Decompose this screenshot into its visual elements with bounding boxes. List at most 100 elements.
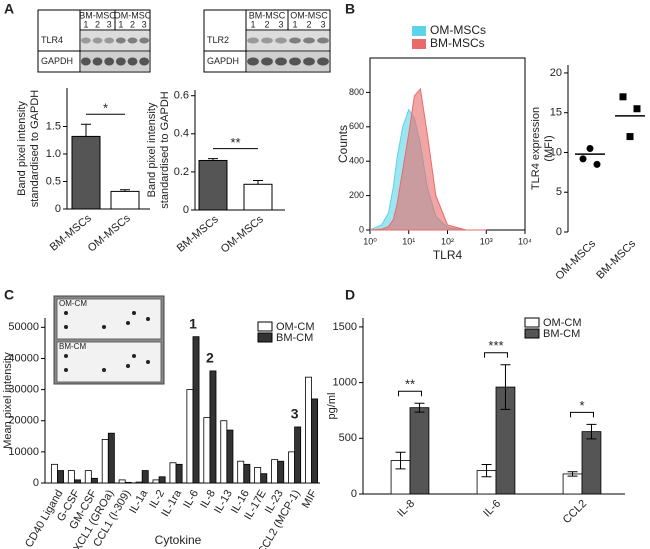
bar [169, 462, 177, 484]
x-tick-label: MIF [300, 488, 320, 511]
bar [203, 417, 211, 484]
y-axis-label-line: standardised to GAPDH [29, 90, 41, 207]
bar [220, 420, 228, 484]
inset-spot [64, 311, 68, 315]
y-tick-label: 10 [550, 146, 562, 158]
data-point [586, 145, 594, 152]
y-tick-label: 30000 [8, 384, 39, 396]
x-tick-label: 10⁴ [518, 236, 532, 246]
blot-band [275, 57, 287, 66]
blot-lane: 2 [306, 19, 311, 29]
inset-array [56, 341, 162, 383]
y-tick-label: 20000 [8, 415, 39, 427]
y-axis-label: Band pixel intensitystandardised to GAPD… [16, 90, 41, 207]
panel-label: B [345, 1, 355, 17]
blot-band [261, 37, 273, 44]
significance-label: * [103, 101, 108, 116]
y-axis-label: Band pixel intensitystandardised to GAPD… [146, 91, 171, 208]
inset-spot [126, 321, 130, 325]
y-axis-label: pg/ml [326, 393, 338, 420]
blot-band [317, 37, 329, 44]
y-axis-label: Counts [336, 125, 350, 163]
x-tick-label: IL-6 [181, 488, 201, 510]
blot-band [303, 37, 315, 44]
bar [243, 463, 251, 484]
y-tick-label: 0 [33, 477, 39, 489]
blot-band [104, 57, 115, 66]
blot-lane: 2 [95, 19, 100, 29]
y-tick-label: 0 [556, 226, 562, 238]
bar [107, 432, 115, 484]
blot-membrane [81, 31, 149, 50]
inset-label: OM-CM [59, 299, 87, 308]
blot-band [115, 37, 126, 44]
y-tick-label: 20 [550, 67, 562, 79]
inset-spot [132, 354, 136, 358]
blot-band [289, 37, 301, 44]
y-tick-label: 500 [339, 432, 357, 444]
y-tick-label: 400 [349, 156, 364, 166]
legend-label: OM-MSCs [430, 23, 486, 37]
legend-label: OM-CM [276, 321, 315, 333]
y-tick-label: 0.2 [174, 166, 189, 178]
inset-label: BM-CM [59, 342, 86, 351]
legend-swatch [257, 332, 273, 343]
y-axis-label: TLR4 expression(MFI) [530, 107, 555, 190]
bar [90, 477, 98, 484]
legend-swatch [524, 317, 540, 328]
significance-label: *** [488, 338, 503, 353]
blot-band [139, 57, 150, 66]
data-point [626, 133, 634, 141]
y-tick-label: 1000 [333, 377, 357, 389]
bar [67, 470, 75, 484]
inset-spot [64, 354, 68, 358]
blot-lane: 3 [142, 19, 147, 29]
blot-band [92, 57, 103, 66]
significance-label: * [579, 398, 584, 413]
bar [152, 479, 160, 484]
data-point [579, 155, 587, 163]
blot-lane: 3 [320, 19, 325, 29]
inset-spot [146, 360, 150, 364]
bar [124, 481, 132, 484]
error-bar [81, 123, 91, 137]
blot-band [92, 37, 103, 44]
y-tick-label: 800 [349, 87, 364, 97]
blot-lane: 1 [118, 19, 123, 29]
data-point [619, 93, 627, 101]
blot-band [80, 37, 91, 44]
y-axis-label: Mean pixel intensity [2, 352, 14, 449]
significance-bracket [570, 411, 594, 418]
blot-band [261, 57, 273, 66]
inset-spot [102, 325, 106, 329]
y-tick-label: 200 [349, 190, 364, 200]
histogram-area [369, 87, 487, 231]
annotation: 2 [206, 350, 214, 366]
blot-band [104, 37, 115, 44]
error-bar [395, 451, 406, 470]
blot-band [247, 57, 259, 66]
error-bar [567, 471, 578, 477]
y-tick-label: 1500 [333, 321, 357, 333]
bar [581, 431, 602, 495]
x-tick-label: OM-MSCs [553, 237, 598, 282]
blot-header: BM-MSC [79, 10, 116, 20]
error-bar [500, 364, 511, 410]
inset-spot [132, 311, 136, 315]
y-tick-label: 0.5 [46, 175, 61, 187]
significance-bracket [484, 352, 508, 358]
error-bar [481, 463, 492, 478]
x-tick-label: IL-8 [395, 498, 417, 520]
error-bar [586, 423, 597, 440]
y-axis-label-line: TLR4 expression [530, 107, 542, 190]
inset-spot [102, 368, 106, 372]
bar [288, 451, 295, 484]
blot-band [80, 57, 91, 66]
x-tick-label: CCL2 [561, 498, 589, 526]
inset-spot [64, 368, 68, 372]
blot-band [115, 57, 126, 66]
blot-header: OM-MSC [114, 10, 152, 20]
bar [237, 460, 245, 484]
blot-lane: 2 [130, 19, 135, 29]
